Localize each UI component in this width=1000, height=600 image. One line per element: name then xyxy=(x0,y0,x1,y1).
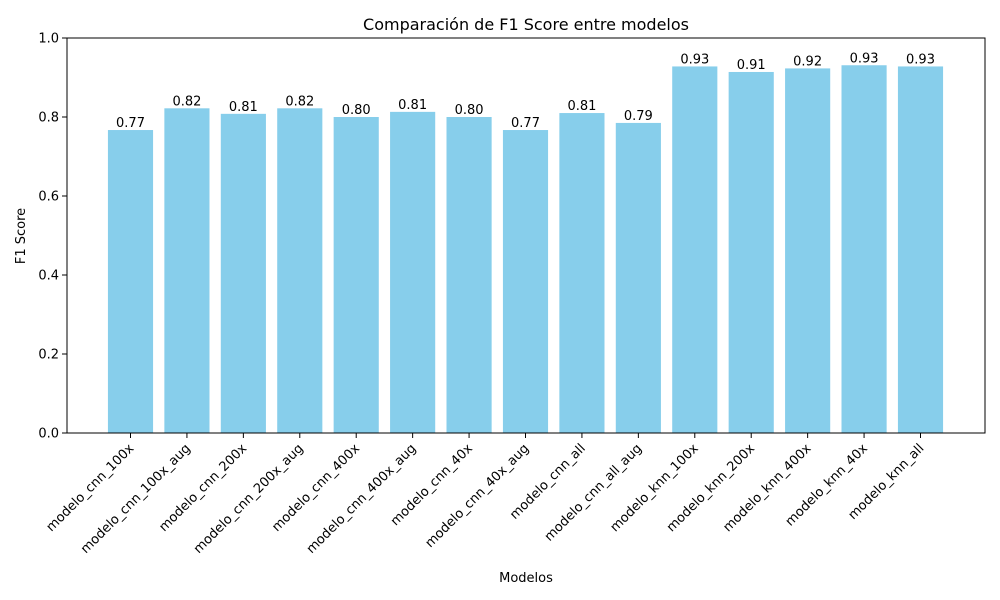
y-axis-ticks: 0.0 0.2 0.4 0.6 0.8 1.0 xyxy=(38,32,67,442)
x-tick-label: modelo_cnn_100x_aug xyxy=(78,441,194,557)
y-tick-label: 0.2 xyxy=(38,348,59,363)
y-tick-label: 0.4 xyxy=(38,269,59,284)
bar-value-label: 0.80 xyxy=(455,103,484,118)
bar-modelo_knn_200x xyxy=(728,71,774,433)
x-tick-label: modelo_cnn_40x_aug xyxy=(423,441,533,551)
y-tick-label: 0.6 xyxy=(38,190,59,205)
bar-value-label: 0.81 xyxy=(398,98,427,113)
bar-modelo_cnn_40x_aug xyxy=(502,130,549,433)
bar-modelo_cnn_200x_aug xyxy=(277,108,323,433)
x-tick-label: modelo_cnn_400x_aug xyxy=(304,441,420,557)
bar-value-label: 0.77 xyxy=(116,116,145,131)
bar-value-label: 0.91 xyxy=(737,58,766,73)
bar-value-label: 0.77 xyxy=(511,116,540,131)
bar-value-label: 0.82 xyxy=(285,94,314,109)
bar-modelo_cnn_100x xyxy=(107,130,154,433)
y-tick-label: 0.0 xyxy=(38,427,59,442)
bar-modelo_cnn_200x xyxy=(220,113,266,433)
x-tick-label: modelo_cnn_200x_aug xyxy=(191,441,307,557)
bar-value-label: 0.82 xyxy=(172,94,201,109)
bar-modelo_knn_40x xyxy=(841,65,887,433)
plot-frame xyxy=(66,37,986,434)
bar-value-label: 0.93 xyxy=(680,52,709,67)
bar-value-label: 0.92 xyxy=(793,54,822,69)
chart-title: Comparación de F1 Score entre modelos xyxy=(363,15,689,34)
bar-modelo_knn_400x xyxy=(785,68,831,433)
bars-group xyxy=(107,65,944,434)
x-tick-label: modelo_cnn_all_aug xyxy=(542,441,645,544)
y-axis-label: F1 Score xyxy=(14,208,29,264)
bar-modelo_cnn_40x xyxy=(446,117,492,433)
bar-value-label: 0.79 xyxy=(624,109,653,124)
x-axis-label: Modelos xyxy=(499,571,553,586)
bar-value-label: 0.81 xyxy=(567,99,596,114)
x-axis-ticks: modelo_cnn_100xmodelo_cnn_100x_augmodelo… xyxy=(44,433,927,557)
y-tick-label: 0.8 xyxy=(38,111,59,126)
bar-value-label: 0.81 xyxy=(229,100,258,115)
bar-modelo_cnn_400x_aug xyxy=(390,111,436,434)
bar-value-label: 0.80 xyxy=(342,103,371,118)
bar-labels-group: 0.77 0.82 0.81 0.82 0.80 0.81 0.80 0.77 0.81 0.79… xyxy=(116,51,935,131)
bar-modelo_cnn_400x xyxy=(333,117,379,433)
bar-modelo_cnn_100x_aug xyxy=(164,108,210,433)
bar-value-label: 0.93 xyxy=(850,51,879,66)
y-tick-label: 1.0 xyxy=(38,32,59,47)
bar-modelo_cnn_all xyxy=(559,113,605,434)
bar-value-label: 0.93 xyxy=(906,52,935,67)
bar-modelo_cnn_all_aug xyxy=(615,122,661,434)
bar-modelo_knn_100x xyxy=(672,66,718,433)
bar-modelo_knn_all xyxy=(897,66,944,433)
